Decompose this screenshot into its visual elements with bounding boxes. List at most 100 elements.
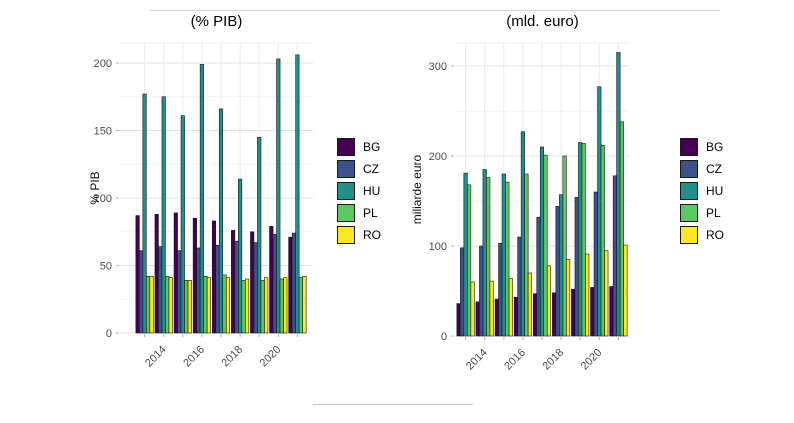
bar-pl-2019 xyxy=(260,280,265,334)
bar-pl-2019 xyxy=(581,143,586,337)
legend-item-ro: RO xyxy=(680,226,724,244)
bar-hu-2013 xyxy=(463,172,468,337)
y-tick-label: 100 xyxy=(429,241,447,253)
legend-key-swatch xyxy=(337,204,355,222)
bar-cz-2016 xyxy=(517,236,522,337)
bar-hu-2017 xyxy=(539,146,545,337)
bar-cz-2015 xyxy=(177,250,182,334)
bar-ro-2015 xyxy=(187,280,192,334)
legend-label: CZ xyxy=(706,162,722,176)
bar-ro-2016 xyxy=(527,272,532,337)
bar-cz-2020 xyxy=(272,234,277,334)
bar-ro-2018 xyxy=(566,259,571,337)
bar-bg-2014 xyxy=(154,213,159,334)
legend-item-hu: HU xyxy=(680,182,724,200)
bottom-separator-rule xyxy=(313,404,473,405)
legend-label: PL xyxy=(706,206,721,220)
bar-hu-2019 xyxy=(578,142,583,337)
bar-cz-2015 xyxy=(498,243,503,337)
bar-hu-2021 xyxy=(616,52,621,337)
legend-item-hu: HU xyxy=(337,182,381,200)
bar-bg-2018 xyxy=(552,292,557,337)
bar-cz-2014 xyxy=(158,246,163,334)
bar-hu-2018 xyxy=(238,178,243,334)
bar-ro-2014 xyxy=(489,280,494,337)
legend-right: BG CZ HU PL RO xyxy=(680,138,724,244)
bar-ro-2019 xyxy=(264,277,269,334)
y-tick-label: 0 xyxy=(106,328,112,340)
x-tick-label: 2020 xyxy=(258,344,284,370)
bar-hu-2016 xyxy=(520,131,525,337)
bar-pl-2016 xyxy=(524,173,529,337)
x-tick-label: 2018 xyxy=(219,344,245,370)
bar-bg-2018 xyxy=(231,230,236,334)
legend-label: BG xyxy=(706,140,724,154)
legend-label: HU xyxy=(706,184,724,198)
bar-hu-2020 xyxy=(276,58,281,334)
bar-pl-2014 xyxy=(165,275,170,334)
x-tick-label: 2016 xyxy=(181,344,207,370)
bar-hu-2018 xyxy=(559,194,564,337)
legend-item-cz: CZ xyxy=(680,160,724,178)
bar-bg-2019 xyxy=(250,231,255,334)
legend-label: PL xyxy=(363,206,378,220)
legend-key-swatch xyxy=(337,182,355,200)
bar-pl-2015 xyxy=(184,280,189,334)
legend-label: RO xyxy=(706,228,724,242)
chart-panel-euro: 2014 2016 2018 2020 0 100 200 300 (mld. euro) mil… xyxy=(410,13,630,372)
bar-ro-2013 xyxy=(470,281,475,337)
bar-bg-2015 xyxy=(173,212,178,334)
bar-pl-2020 xyxy=(600,144,605,337)
legend-key-swatch xyxy=(680,182,698,200)
bar-pl-2017 xyxy=(222,274,227,334)
bar-pl-2021 xyxy=(298,277,303,334)
y-tick-label: 300 xyxy=(429,61,447,73)
bar-bg-2016 xyxy=(513,296,518,337)
bar-hu-2017 xyxy=(218,108,224,334)
legend-key-swatch xyxy=(337,226,355,244)
bar-ro-2016 xyxy=(206,277,211,334)
bar-bg-2016 xyxy=(192,217,197,334)
x-tick-label: 2020 xyxy=(579,347,605,373)
legend-label: RO xyxy=(363,228,381,242)
legend-key-swatch xyxy=(337,160,355,178)
bar-pl-2014 xyxy=(486,177,491,337)
bar-bg-2015 xyxy=(494,298,499,337)
y-tick-label: 200 xyxy=(94,58,112,70)
bar-cz-2021 xyxy=(291,232,296,334)
legend-key-swatch xyxy=(680,160,698,178)
bar-ro-2021 xyxy=(302,275,307,334)
y-tick-label: 0 xyxy=(441,331,447,343)
chart-title: (% PIB) xyxy=(191,13,243,30)
bar-hu-2013 xyxy=(142,93,147,334)
y-tick-label: 50 xyxy=(100,261,112,273)
bar-cz-2017 xyxy=(536,216,541,337)
bar-hu-2015 xyxy=(501,173,506,337)
legend-key-swatch xyxy=(337,138,355,156)
top-separator-rule xyxy=(150,10,720,11)
legend-left: BG CZ HU PL RO xyxy=(337,138,381,244)
legend-item-pl: PL xyxy=(337,204,381,222)
bar-hu-2019 xyxy=(257,136,262,334)
bar-pl-2018 xyxy=(562,155,567,337)
bar-pl-2016 xyxy=(203,275,208,334)
bar-cz-2018 xyxy=(555,206,560,337)
legend-label: CZ xyxy=(363,162,379,176)
bar-cz-2014 xyxy=(479,245,484,337)
y-axis-label: miliarde euro xyxy=(410,154,424,224)
chart-panel-pib: 2014 2016 2018 2020 0 50 100 150 200 (% PIB) % PIB xyxy=(88,13,313,369)
bar-ro-2020 xyxy=(283,277,288,334)
bar-bg-2019 xyxy=(571,288,576,337)
bar-cz-2019 xyxy=(253,242,258,334)
bar-bg-2020 xyxy=(590,287,595,337)
bar-bg-2014 xyxy=(475,301,480,337)
bar-bg-2013 xyxy=(135,215,140,334)
bar-cz-2017 xyxy=(215,244,220,334)
bar-ro-2020 xyxy=(604,250,609,337)
bar-hu-2014 xyxy=(482,169,487,337)
bar-pl-2018 xyxy=(241,280,246,334)
bar-pl-2015 xyxy=(505,181,510,337)
legend-item-cz: CZ xyxy=(337,160,381,178)
bar-pl-2013 xyxy=(146,275,151,334)
